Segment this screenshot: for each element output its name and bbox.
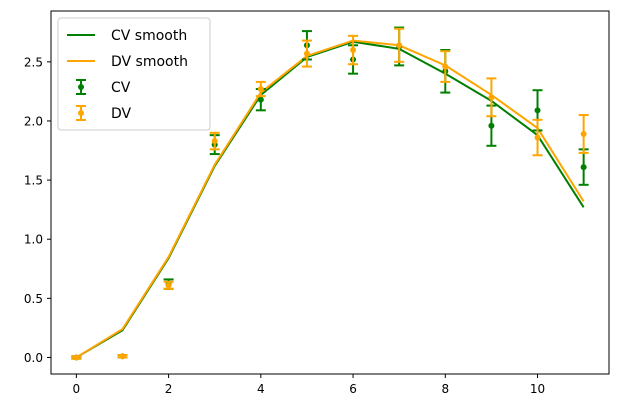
data-point-dv [442,63,449,70]
data-point-dv [257,86,264,93]
data-point-cv [257,96,264,103]
data-point-cv [534,107,541,114]
legend-label-dv: DV [111,106,132,122]
legend-box [57,17,211,131]
x-tick-label: 0 [73,382,81,396]
data-point-dv [73,354,80,361]
y-tick-label: 0.5 [24,292,43,306]
data-point-dv [119,353,126,360]
series-errorbars-dv [71,27,589,361]
x-tick-label: 10 [530,382,545,396]
data-point-dv [211,138,218,145]
plot-area [71,26,589,361]
legend-marker-dv [78,110,84,116]
legend-item-cv: CV [76,79,131,96]
y-tick-label: 1.0 [24,233,43,247]
series-line-dv-smooth [75,39,585,359]
y-tick-label: 0.0 [24,351,43,365]
legend-item-dv-smooth: DV smooth [67,54,188,70]
data-point-dv [396,42,403,49]
legend-item-cv-smooth: CV smooth [67,28,187,44]
legend-label-cv-smooth: CV smooth [111,28,187,44]
axes: 0 2 4 6 8 10 0.0 0.5 1.0 1.5 2.0 2.5 [24,10,610,396]
y-tick-label: 2.0 [24,114,43,128]
data-point-dv [534,134,541,141]
x-tick-label: 6 [349,382,357,396]
data-point-dv [303,50,310,57]
data-point-dv [580,130,587,137]
legend-marker-cv [78,84,84,90]
y-tick-label: 2.5 [24,55,43,69]
data-point-dv [488,94,495,101]
data-point-dv [350,47,357,54]
legend-label-cv: CV [111,80,131,96]
x-tick-label: 2 [165,382,173,396]
legend: CV smooth DV smooth CV DV [57,17,211,131]
y-tick-label: 1.5 [24,174,43,188]
data-point-cv [488,122,495,129]
x-tick-label: 8 [441,382,449,396]
legend-label-dv-smooth: DV smooth [111,54,188,70]
x-tick-label: 4 [257,382,265,396]
data-point-dv [165,282,172,289]
legend-item-dv: DV [76,105,132,122]
data-point-cv [580,164,587,171]
axes-frame [50,10,610,375]
